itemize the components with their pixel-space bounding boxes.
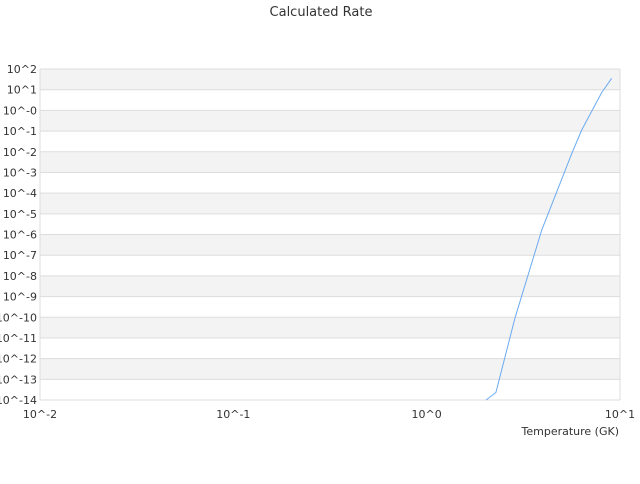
y-tick-label: 10^-3 (3, 166, 37, 179)
y-tick-label: 10^-5 (3, 208, 37, 221)
y-tick-label: 10^1 (7, 84, 37, 97)
grid-band (40, 69, 620, 90)
y-tick-label: 10^-2 (3, 146, 37, 159)
x-axis-label: Temperature (GK) (521, 425, 620, 438)
grid-band (40, 234, 620, 256)
y-tick-label: 10^-10 (0, 311, 37, 324)
x-tick-label: 10^1 (605, 408, 635, 421)
x-tick-label: 10^-1 (216, 408, 250, 421)
grid-band (40, 151, 620, 173)
y-tick-label: 10^-8 (3, 270, 37, 283)
y-tick-label: 10^-4 (3, 187, 37, 200)
y-tick-label: 10^-0 (3, 104, 37, 117)
grid-band (40, 317, 620, 338)
y-tick-label: 10^-6 (3, 229, 37, 242)
y-tick-label: 10^-12 (0, 353, 37, 366)
y-tick-label: 10^-11 (0, 332, 37, 345)
y-tick-label: 10^-1 (3, 125, 37, 138)
x-tick-label: 10^-2 (23, 408, 57, 421)
y-tick-label: 10^-13 (0, 373, 37, 386)
x-tick-label: 10^0 (412, 408, 442, 421)
y-tick-label: 10^-9 (3, 291, 37, 304)
chart-title: Calculated Rate (270, 5, 373, 20)
grid-band (40, 358, 620, 380)
grid-band (40, 275, 620, 297)
grid-band (40, 193, 620, 214)
grid-band (40, 110, 620, 132)
y-tick-label: 10^-7 (3, 249, 37, 262)
y-tick-label: 10^2 (7, 63, 37, 76)
series-line (485, 78, 613, 401)
y-tick-label: 10^-14 (0, 394, 37, 407)
